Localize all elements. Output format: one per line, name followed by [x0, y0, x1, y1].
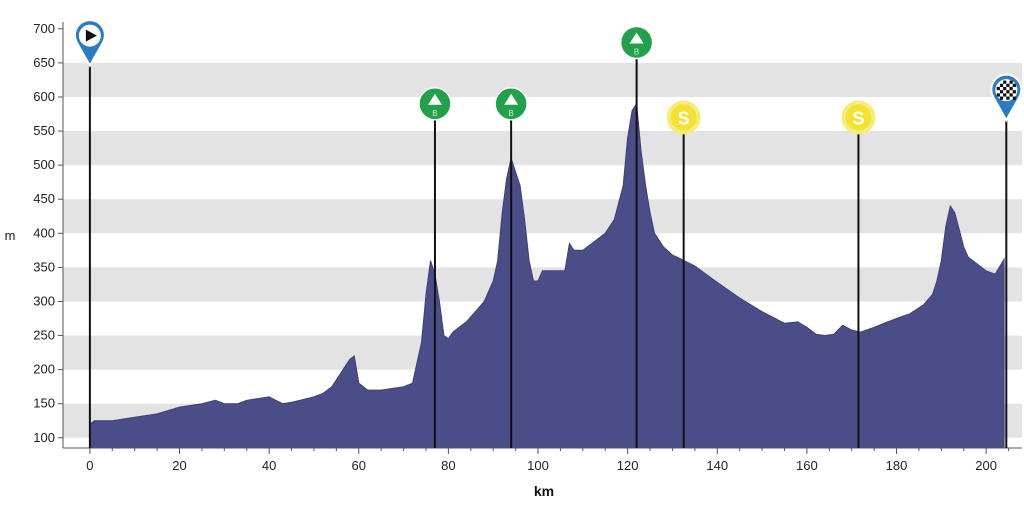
y-tick-label: 400: [33, 225, 55, 240]
mountain-icon: [504, 93, 519, 105]
flag-square: [1009, 93, 1013, 97]
flag-square: [999, 90, 1004, 94]
elevation-area: [89, 102, 1005, 449]
x-tick-label: 20: [172, 458, 186, 473]
x-axis-label: km: [534, 483, 554, 499]
flag-square: [1003, 93, 1007, 97]
grid-band: [63, 62, 1022, 97]
route-markers: B B B S S: [73, 19, 1023, 448]
axes: [62, 22, 1022, 449]
checkered-flag-icon: [996, 80, 1016, 100]
flag-square: [1012, 96, 1016, 100]
flag-square: [999, 83, 1004, 87]
y-tick-label: 650: [33, 55, 55, 70]
x-tick-label: 140: [706, 458, 728, 473]
sprint-label: S: [678, 108, 690, 128]
sprint-circle: [670, 104, 697, 131]
climb-category-label: B: [634, 47, 639, 56]
x-tick-labels: 0 20 40 60 80 100 120 140 160 180 200: [86, 448, 1010, 473]
y-tick-label: 450: [33, 191, 55, 206]
y-tick-label: 200: [33, 362, 55, 377]
play-icon: [85, 29, 97, 42]
x-tick-label: 100: [527, 458, 549, 473]
y-tick-label: 550: [33, 123, 55, 138]
flag-square: [1006, 83, 1010, 87]
flag-square: [1012, 83, 1016, 87]
sprint-circle: [845, 104, 872, 131]
sprint-label: S: [852, 108, 864, 128]
x-tick-label: 40: [262, 458, 276, 473]
y-tick-label: 350: [33, 259, 55, 274]
sprint-marker: S: [666, 100, 701, 448]
mountain-icon: [629, 32, 644, 44]
y-tick-label: 250: [33, 328, 55, 343]
finish-marker: [990, 73, 1023, 448]
climb-category-label: B: [432, 109, 437, 118]
climb-category-label: B: [508, 109, 513, 118]
flag-square: [1003, 80, 1007, 84]
y-tick-labels: 100 150 200 250 300 350 400 450 500 550 600 650 700: [33, 21, 63, 445]
flag-square: [1009, 86, 1013, 91]
flag-square: [996, 86, 1000, 91]
x-tick-label: 60: [352, 458, 366, 473]
grid-band: [63, 131, 1022, 166]
x-tick-label: 120: [617, 458, 639, 473]
climb-marker: B: [418, 87, 452, 448]
x-tick-label: 160: [796, 458, 818, 473]
x-tick-label: 0: [86, 458, 93, 473]
y-tick-label: 100: [33, 430, 55, 445]
y-tick-label: 600: [33, 89, 55, 104]
flag-square: [1009, 80, 1013, 84]
climb-marker: B: [619, 25, 654, 448]
y-axis-label: m: [5, 228, 16, 243]
y-tick-label: 700: [33, 21, 55, 36]
flag-square: [1006, 96, 1010, 100]
x-tick-label: 80: [441, 458, 455, 473]
y-tick-label: 300: [33, 293, 55, 308]
x-tick-label: 200: [975, 458, 997, 473]
grid-band: [63, 199, 1022, 234]
flag-square: [996, 93, 1000, 97]
flag-square: [1006, 90, 1010, 94]
x-tick-label: 180: [886, 458, 908, 473]
flag-square: [1003, 86, 1007, 91]
mountain-icon: [427, 93, 442, 105]
flag-square: [1012, 90, 1016, 94]
y-tick-label: 150: [33, 396, 55, 411]
y-tick-label: 500: [33, 157, 55, 172]
flag-square: [999, 96, 1004, 100]
elevation-series: [89, 102, 1005, 449]
climb-marker: B: [494, 87, 528, 448]
sprint-marker: S: [841, 100, 876, 448]
start-marker: [73, 19, 106, 448]
